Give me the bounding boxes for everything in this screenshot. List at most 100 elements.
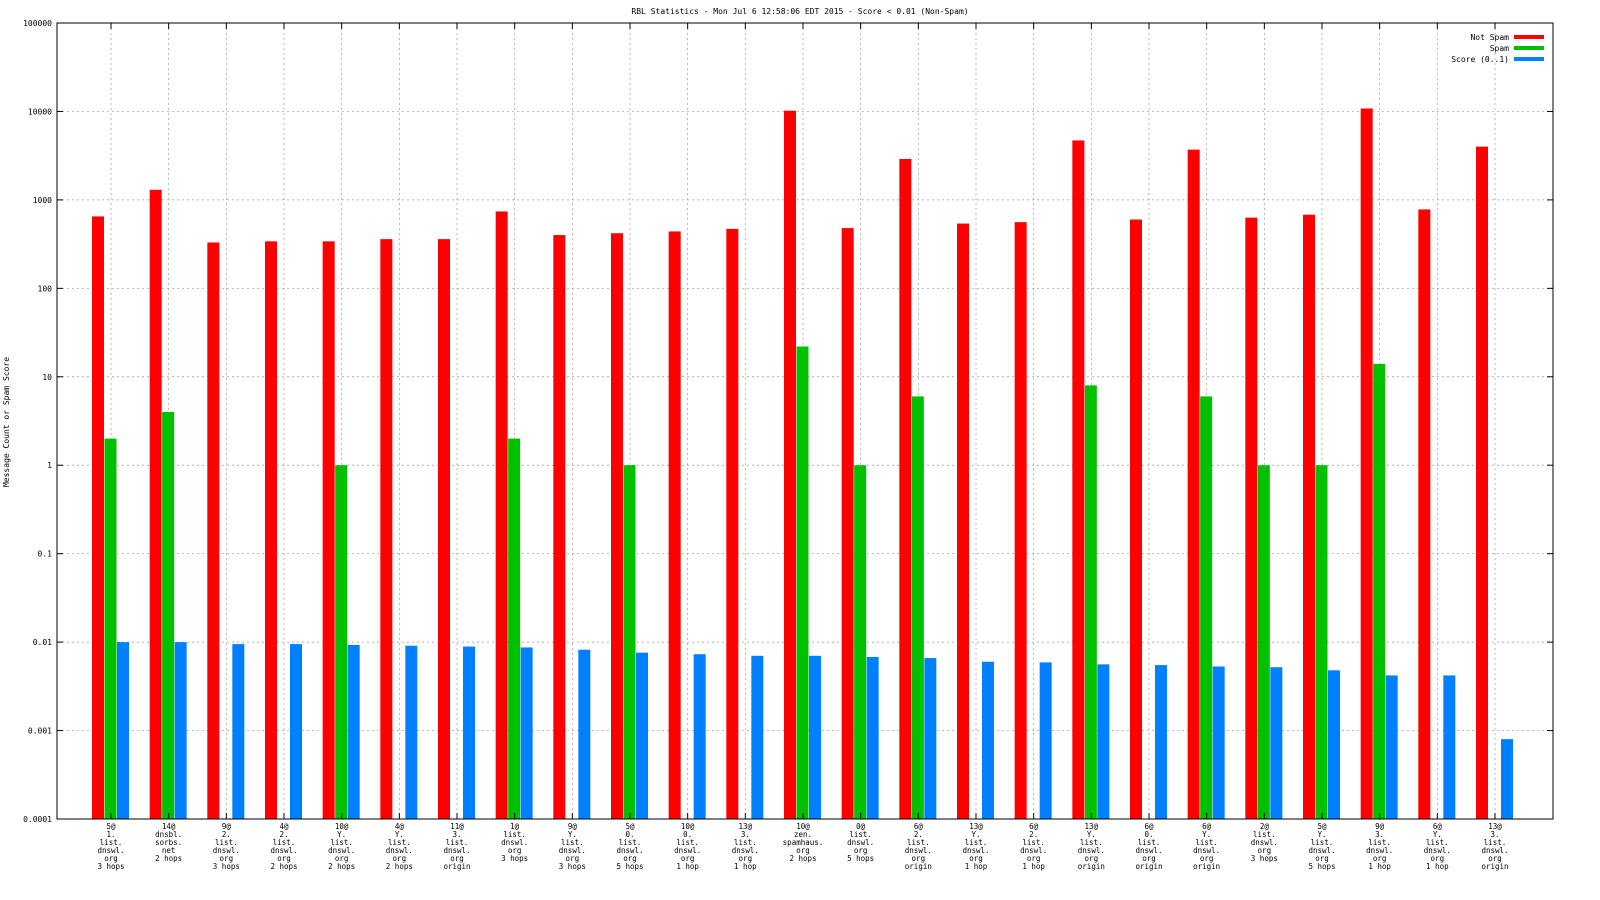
y-tick-label: 10000 (28, 107, 52, 116)
x-tick-label-line: 5@ (1317, 822, 1327, 831)
bar-spam (1315, 465, 1328, 819)
x-tick-label-line: 13@ (1488, 822, 1502, 831)
x-tick-label-line: 11@ (450, 822, 464, 831)
legend-label: Score (0..1) (1451, 55, 1509, 64)
x-tick-label-line: list. (273, 838, 296, 847)
bar-not-spam (1245, 217, 1258, 819)
x-tick-label-line: list. (1368, 838, 1391, 847)
bar-spam (104, 438, 117, 819)
x-tick-label: 14@ dnsbl. sorbs. net 2 hops (155, 822, 182, 863)
x-tick-label-line: org (854, 846, 868, 855)
y-tick-label: 0.1 (38, 550, 53, 559)
x-tick-label-line: 6@ (914, 822, 924, 831)
x-tick-label-line: 0. (683, 830, 692, 839)
bar-score-0-1 (1501, 739, 1513, 819)
bar-not-spam (726, 228, 739, 819)
x-tick-label-line: origin (443, 862, 470, 871)
x-tick-label: 6@ Y. list. dnswl. org origin (1193, 822, 1220, 871)
bar-not-spam (1187, 149, 1200, 820)
x-tick-label-line: dnswl. (559, 846, 586, 855)
x-tick-label-line: 2. (914, 830, 923, 839)
bar-spam (335, 465, 348, 819)
x-tick-label-line: list. (215, 838, 238, 847)
x-tick-label-line: dnswl. (962, 846, 989, 855)
bar-score-0-1 (751, 655, 764, 819)
bar-spam (1257, 465, 1270, 819)
legend-label: Not Spam (1470, 33, 1509, 42)
x-tick-label-line: list. (1253, 830, 1276, 839)
bar-marks (92, 108, 1513, 820)
bar-not-spam (1014, 222, 1027, 819)
x-tick-label-line: 2 hops (328, 862, 355, 871)
bar-score-0-1 (463, 646, 475, 819)
x-tick-label-line: 3 hops (559, 862, 586, 871)
x-tick-label-line: 2 hops (386, 862, 413, 871)
bar-not-spam (322, 241, 335, 820)
bar-score-0-1 (347, 644, 360, 819)
bar-not-spam (841, 228, 854, 820)
x-tick-label-line: 4@ (279, 822, 289, 831)
x-tick-label: 4@ 2. list. dnswl. org 2 hops (270, 822, 297, 871)
x-tick-label-line: Y. (568, 830, 577, 839)
bar-score-0-1 (809, 655, 821, 819)
x-tick-label-line: Y. (1087, 830, 1096, 839)
x-tick-label-line: list. (446, 838, 469, 847)
bar-not-spam (265, 241, 277, 820)
x-tick-label: 6@ 2. list. dnswl. org 1 hop (1020, 822, 1047, 871)
y-tick-label: 1000 (33, 196, 52, 205)
x-tick-label-line: Y. (1202, 830, 1211, 839)
x-tick-label-line: dnsbl. (155, 830, 182, 839)
y-tick-label: 0.001 (28, 727, 52, 736)
x-tick-label-line: 13@ (969, 822, 983, 831)
bar-score-0-1 (636, 652, 648, 819)
x-tick-label: 10@ zen. spamhaus. org 2 hops (783, 822, 824, 863)
x-tick-label-line: list. (965, 838, 988, 847)
x-tick-label-line: dnswl. (386, 846, 413, 855)
x-tick-label-line: list. (1426, 838, 1449, 847)
x-tick-label-line: org (220, 854, 234, 863)
x-tick-label-line: org (104, 854, 118, 863)
bar-score-0-1 (1443, 675, 1456, 819)
bar-spam (1200, 396, 1213, 819)
x-tick-label-line: 0. (1144, 830, 1153, 839)
bar-not-spam (149, 189, 162, 820)
bar-score-0-1 (578, 649, 591, 819)
x-tick-label-line: dnswl. (1308, 846, 1335, 855)
x-tick-label-line: org (393, 854, 407, 863)
x-tick-label: 13@ Y. list. dnswl. org 1 hop (962, 822, 989, 871)
x-tick-label-line: 3. (452, 830, 461, 839)
bar-score-0-1 (1039, 662, 1052, 819)
x-tick-label-line: list. (1080, 838, 1103, 847)
x-tick-label-line: dnswl. (732, 846, 759, 855)
x-tick-label-line: Y. (1433, 830, 1442, 839)
bar-score-0-1 (174, 642, 187, 819)
x-tick-label-line: 1 hop (676, 862, 699, 871)
plot-frame (56, 22, 1554, 820)
bar-not-spam (1476, 146, 1488, 820)
y-tick-label: 1 (47, 461, 52, 470)
bar-not-spam (553, 235, 566, 819)
bar-score-0-1 (982, 661, 994, 819)
x-tick-label-line: 0@ (856, 822, 866, 831)
x-tick-label: 5@ Y. list. dnswl. org 5 hops (1308, 822, 1335, 871)
bar-not-spam (207, 242, 220, 820)
legend-label: Spam (1490, 44, 1509, 53)
x-tick-label: 13@ 3. list. dnswl. org 1 hop (732, 822, 759, 871)
bar-score-0-1 (693, 654, 706, 819)
y-axis-label: Message Count or Spam Score (2, 357, 11, 487)
x-tick-label-line: list. (676, 838, 699, 847)
x-tick-label-line: 5@ (625, 822, 635, 831)
x-tick-label-line: org (450, 854, 464, 863)
x-tick-label-line: dnswl. (1424, 846, 1451, 855)
x-tick-label-line: 13@ (1085, 822, 1099, 831)
x-tick-label-line: 1@ (510, 822, 520, 831)
x-tick-label-line: dnswl. (616, 846, 643, 855)
x-tick-label-line: 3 hops (1251, 854, 1278, 863)
x-tick-label-line: list. (100, 838, 123, 847)
x-tick-label-line: 9@ (1375, 822, 1385, 831)
bar-not-spam (899, 158, 912, 819)
x-tick-label-line: dnswl. (847, 838, 874, 847)
x-tick-label-line: org (1200, 854, 1214, 863)
x-tick-label: 1@ list. dnswl. org 3 hops (501, 822, 528, 863)
